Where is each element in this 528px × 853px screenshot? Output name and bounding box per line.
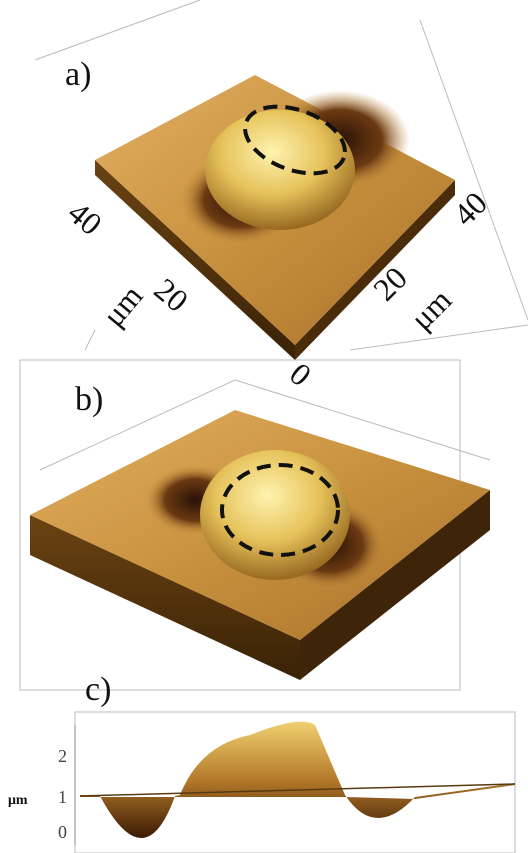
- tick-label: 1: [58, 787, 67, 807]
- dashed-outline: [243, 104, 347, 176]
- wireframe: [19, 359, 491, 691]
- dome: [205, 110, 355, 230]
- side: [295, 180, 455, 360]
- panel-label: b): [75, 381, 103, 418]
- baseline: [79, 783, 516, 797]
- axis-label: 20: [148, 271, 196, 319]
- axis-label: 0: [283, 355, 318, 393]
- wireframe: [34, 0, 528, 351]
- side: [95, 160, 295, 360]
- side: [30, 515, 300, 680]
- panel-b: b): [19, 359, 491, 691]
- axis-label: μm: [403, 281, 458, 336]
- panel-label: a): [65, 56, 91, 93]
- axis-label: μm: [95, 278, 150, 333]
- height-profile: [80, 721, 515, 838]
- tick-label: 0: [58, 822, 67, 842]
- dashed-outline: [220, 463, 340, 557]
- panel-label: c): [85, 671, 111, 708]
- axis-label: 40: [61, 194, 109, 242]
- side: [300, 490, 490, 680]
- panel-c: c) 2 1 0 μm: [8, 671, 516, 853]
- panel-a: a) 40 μm 20 0 20 μm 40: [34, 0, 528, 393]
- axis-unit: μm: [8, 793, 28, 808]
- tick-label: 2: [58, 746, 67, 766]
